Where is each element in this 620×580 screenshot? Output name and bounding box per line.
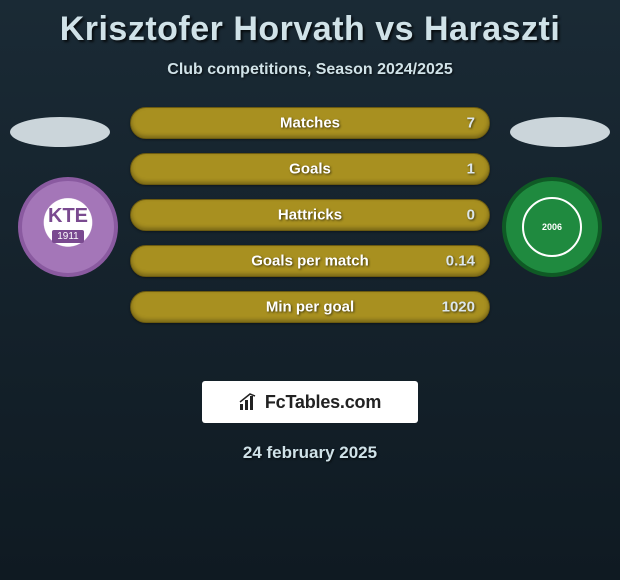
club-left-short: KTE	[48, 205, 88, 228]
stat-bar-hattricks: Hattricks 0	[130, 199, 490, 231]
club-right-inner: 2006	[522, 197, 582, 257]
stat-bar-min-per-goal: Min per goal 1020	[130, 291, 490, 323]
chart-icon	[239, 393, 261, 411]
stat-label: Matches	[280, 115, 340, 132]
brand-box: FcTables.com	[202, 381, 418, 423]
stat-bar-goals: Goals 1	[130, 153, 490, 185]
stat-label: Min per goal	[266, 299, 354, 316]
stat-label: Goals	[289, 161, 331, 178]
stat-bar-matches: Matches 7	[130, 107, 490, 139]
stat-value: 1020	[442, 299, 475, 316]
player-silhouette-right	[510, 117, 610, 147]
stat-value: 1	[467, 161, 475, 178]
stat-value: 0.14	[446, 253, 475, 270]
stat-value: 0	[467, 207, 475, 224]
player-silhouette-left	[10, 117, 110, 147]
club-badge-left: KTE 1911	[18, 177, 118, 277]
date-text: 24 february 2025	[0, 443, 620, 463]
stat-label: Hattricks	[278, 207, 342, 224]
brand-text: FcTables.com	[265, 392, 381, 413]
stat-value: 7	[467, 115, 475, 132]
club-badge-right: 2006	[502, 177, 602, 277]
subtitle: Club competitions, Season 2024/2025	[0, 61, 620, 79]
page-title: Krisztofer Horvath vs Haraszti	[0, 0, 620, 49]
club-right-year: 2006	[542, 222, 562, 232]
stat-bar-goals-per-match: Goals per match 0.14	[130, 245, 490, 277]
comparison-panel: KTE 1911 2006 Matches 7 Goals 1 Hattrick…	[0, 107, 620, 357]
club-left-year: 1911	[52, 230, 84, 243]
stat-bars: Matches 7 Goals 1 Hattricks 0 Goals per …	[130, 107, 490, 323]
stat-label: Goals per match	[251, 253, 369, 270]
